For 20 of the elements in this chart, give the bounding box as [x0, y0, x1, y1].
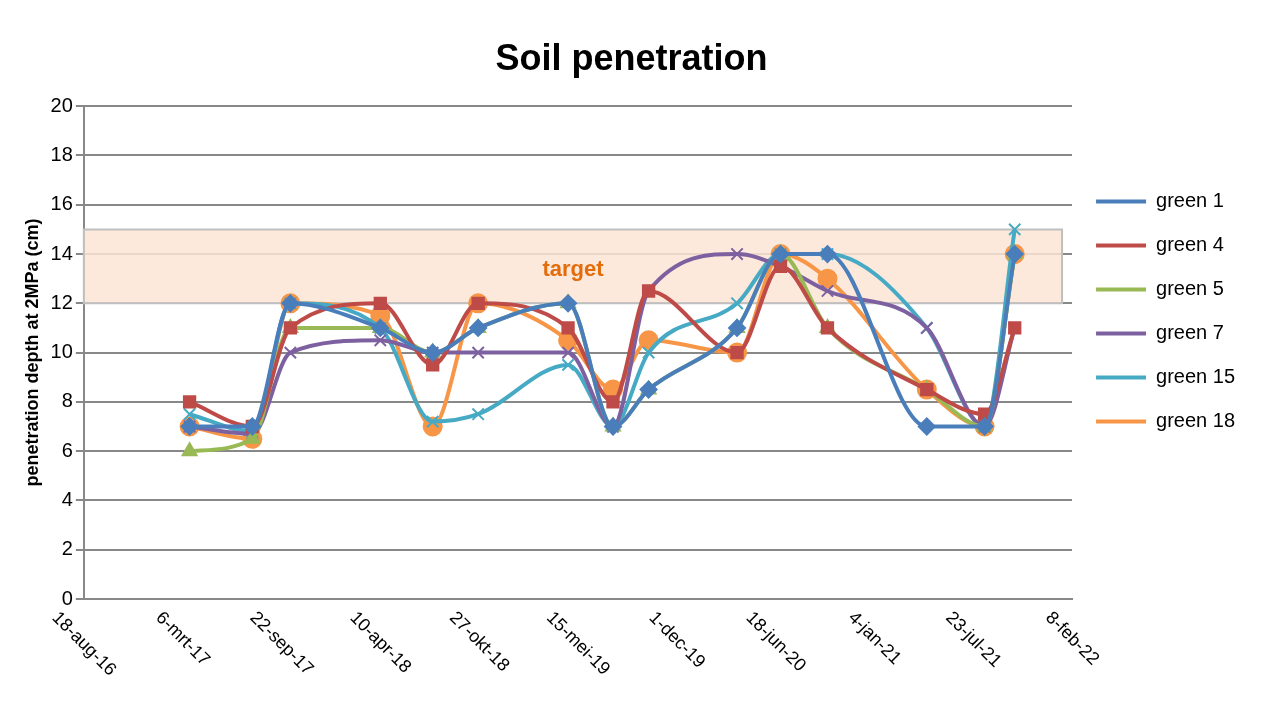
- legend-label: green 1: [1156, 189, 1224, 212]
- legend-label: green 5: [1156, 277, 1224, 300]
- y-tick-label: 14: [50, 241, 73, 264]
- y-tick-label: 18: [50, 143, 73, 165]
- y-axis-title: penetration depth at 2MPa (cm): [21, 218, 42, 487]
- y-tick-label: 12: [50, 290, 73, 313]
- band-label: target: [542, 256, 605, 282]
- y-tick-label: 4: [61, 487, 73, 510]
- y-tick-label: 8: [61, 389, 73, 412]
- legend-label: green 7: [1156, 321, 1224, 344]
- y-tick-label: 6: [61, 438, 73, 461]
- chart-title: Soil penetration: [495, 36, 768, 78]
- y-tick-label: 2: [61, 537, 73, 560]
- y-tick-label: 0: [61, 586, 73, 609]
- y-tick-label: 16: [50, 192, 73, 215]
- y-tick-label: 20: [50, 93, 73, 116]
- legend-label: green 15: [1156, 365, 1236, 388]
- legend-label: green 18: [1156, 409, 1236, 432]
- legend-label: green 4: [1156, 233, 1224, 256]
- y-tick-label: 10: [50, 340, 73, 363]
